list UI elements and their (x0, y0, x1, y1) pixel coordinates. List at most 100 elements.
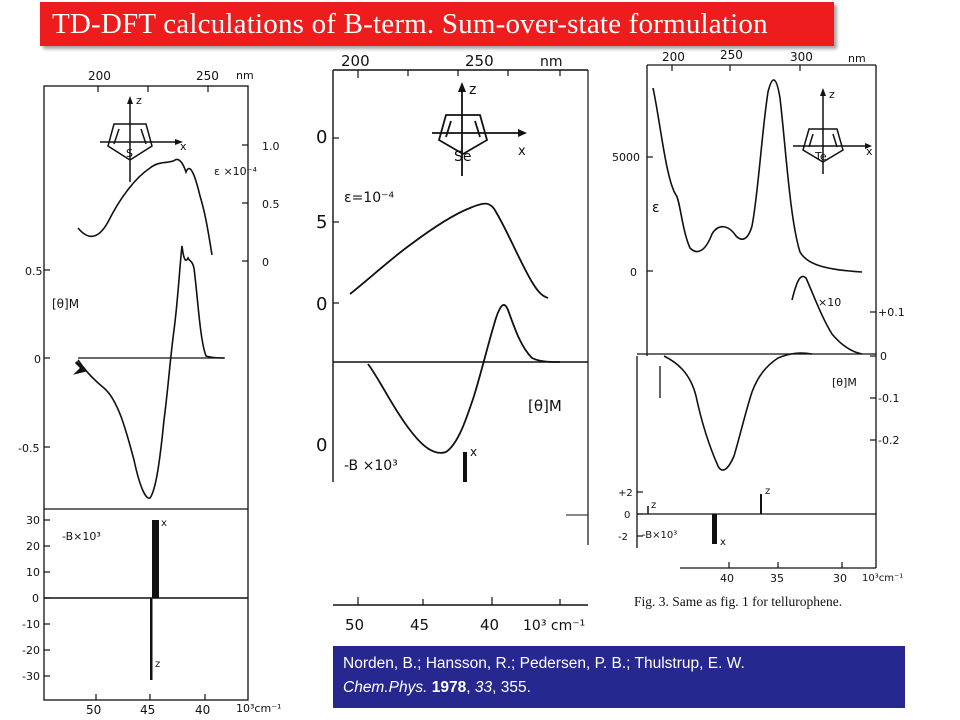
tellurophene-bar-x-label: x (720, 537, 726, 548)
selenophene-eps-tick: 0 (316, 294, 327, 315)
selenophene-wn-tick: 45 (410, 616, 429, 634)
tellurophene-b-tick: 0 (624, 510, 630, 521)
citation-journal: Chem.Phys. (343, 679, 428, 696)
tellurophene-caption: Fig. 3. Same as fig. 1 for tellurophene. (634, 594, 843, 609)
tellurophene-b-bar-x (712, 514, 717, 544)
tellurophene-eps-label: ε (652, 200, 660, 216)
thiophene-nm-tick: 250 (196, 69, 219, 83)
thiophene-eps-tick: 0 (262, 256, 269, 269)
tellurophene-scale-label: ×10 (818, 296, 841, 309)
selenophene-atom-label: Se (454, 149, 472, 165)
slide-title-bar: TD-DFT calculations of B-term. Sum-over-… (40, 2, 834, 46)
tellurophene-scaled-curve (791, 275, 863, 355)
thiophene-theta-tick: 0.5 (25, 265, 43, 278)
thiophene-frame (43, 85, 249, 701)
selenophene-nm-tick: 200 (341, 52, 370, 70)
tellurophene-b-tick: -2 (618, 532, 628, 543)
thiophene-atom-label: S (126, 147, 133, 160)
thiophene-theta-tick: 0 (34, 353, 41, 366)
thiophene-mcd-curve (77, 245, 225, 499)
tellurophene-theta-tick: -0.1 (878, 392, 899, 405)
thiophene-theta-tick: -0.5 (18, 442, 39, 455)
selenophene-wn-tick: 40 (480, 616, 499, 634)
tellurophene-eps-tick: 0 (630, 266, 637, 279)
selenophene-eps-tick: 0 (316, 127, 327, 148)
citation-authors: Norden, B.; Hansson, R.; Pedersen, P. B.… (343, 655, 745, 672)
tellurophene-wn-unit: 10³cm⁻¹ (862, 573, 903, 584)
tellurophene-theta-tick: 0 (880, 350, 887, 363)
tellurophene-theta-tick: +0.1 (878, 306, 905, 319)
selenophene-b-bar-x (463, 452, 467, 482)
tellurophene-absorption-curve (652, 79, 863, 273)
tellurophene-wn-tick: 35 (770, 572, 784, 585)
tellurophene-nm-tick: 200 (662, 50, 685, 64)
tellurophene-axis-z: z (829, 88, 835, 101)
selenophene-axis-z: z (469, 82, 476, 98)
thiophene-molecule-icon (100, 100, 175, 182)
thiophene-b-bar-x (152, 520, 159, 598)
svg-text:0: 0 (316, 435, 327, 456)
tellurophene-b-tick: +2 (618, 488, 633, 499)
thiophene-wn-unit: 10³cm⁻¹ (236, 702, 281, 715)
thiophene-axis-z: z (136, 94, 142, 107)
selenophene-theta-label: [θ]M (528, 397, 562, 415)
citation-reference: Chem.Phys. 1978, 33, 355. (343, 679, 531, 696)
tellurophene-nm-tick: 250 (720, 48, 743, 62)
tellurophene-wn-tick: 40 (720, 572, 734, 585)
tellurophene-b-label: -B×10³ (642, 530, 677, 541)
slide-title: TD-DFT calculations of B-term. Sum-over-… (52, 7, 768, 40)
selenophene-axis-x: x (518, 144, 526, 159)
thiophene-absorption-curve (77, 158, 213, 256)
selenophene-eps-label: ε=10⁻⁴ (344, 190, 395, 206)
thiophene-eps-tick: 1.0 (262, 140, 280, 153)
thiophene-b-tick: 30 (26, 514, 40, 527)
selenophene-wn-tick: 50 (345, 616, 364, 634)
tellurophene-axis-x: x (866, 145, 873, 158)
thiophene-nm-tick: 200 (88, 69, 111, 83)
thiophene-b-tick: 0 (32, 592, 39, 605)
tellurophene-nm-unit: nm (848, 52, 866, 65)
thiophene-bar-x-label: x (161, 518, 167, 529)
thiophene-b-tick: -20 (22, 644, 40, 657)
selenophene-b-label: -B ×10³ (344, 458, 398, 474)
selenophene-eps-tick: 5 (316, 212, 327, 233)
tellurophene-b-bar-z (760, 494, 762, 514)
tellurophene-nm-tick: 300 (790, 50, 813, 64)
selenophene-wn-unit: 10³ cm⁻¹ (523, 618, 585, 634)
thiophene-wn-tick: 45 (140, 703, 155, 717)
tellurophene-atom-label: Te (814, 150, 827, 163)
thiophene-nm-unit: nm (236, 69, 254, 82)
thiophene-eps-tick: 0.5 (262, 198, 280, 211)
citation-year: 1978 (431, 679, 467, 696)
thiophene-theta-label: [θ]M (52, 297, 79, 311)
thiophene-wn-tick: 40 (195, 703, 210, 717)
tellurophene-theta-tick: -0.2 (878, 434, 899, 447)
thiophene-b-tick: -30 (22, 670, 40, 683)
thiophene-b-tick: 10 (26, 566, 40, 579)
tellurophene-bar-z-label: z (765, 486, 770, 497)
tellurophene-molecule-icon (793, 92, 865, 174)
thiophene-eps-label: ε ×10⁻⁴ (214, 165, 257, 178)
thiophene-b-bar-z (150, 598, 153, 680)
thiophene-b-label: -B×10³ (62, 530, 101, 543)
thiophene-b-tick: 20 (26, 540, 40, 553)
selenophene-nm-tick: 250 (465, 52, 494, 70)
tellurophene-theta-label: [θ]M (832, 376, 857, 389)
tellurophene-eps-tick: 5000 (612, 151, 640, 164)
thiophene-bar-z-label: z (155, 659, 160, 670)
selenophene-absorption-curve (349, 202, 549, 299)
thiophene-wn-tick: 50 (86, 703, 101, 717)
citation-box: Norden, B.; Hansson, R.; Pedersen, P. B.… (333, 646, 905, 708)
thiophene-axis-x: x (180, 140, 187, 153)
selenophene-molecule-icon (432, 86, 518, 176)
selenophene-bar-x-label: x (470, 445, 477, 459)
tellurophene-mcd-curve (663, 352, 813, 471)
selenophene-mcd-curve (367, 304, 561, 454)
tellurophene-small-z-label: z (651, 500, 656, 511)
citation-pages: , 355. (492, 679, 531, 696)
citation-volume: 33 (474, 679, 493, 696)
selenophene-nm-unit: nm (540, 54, 563, 70)
